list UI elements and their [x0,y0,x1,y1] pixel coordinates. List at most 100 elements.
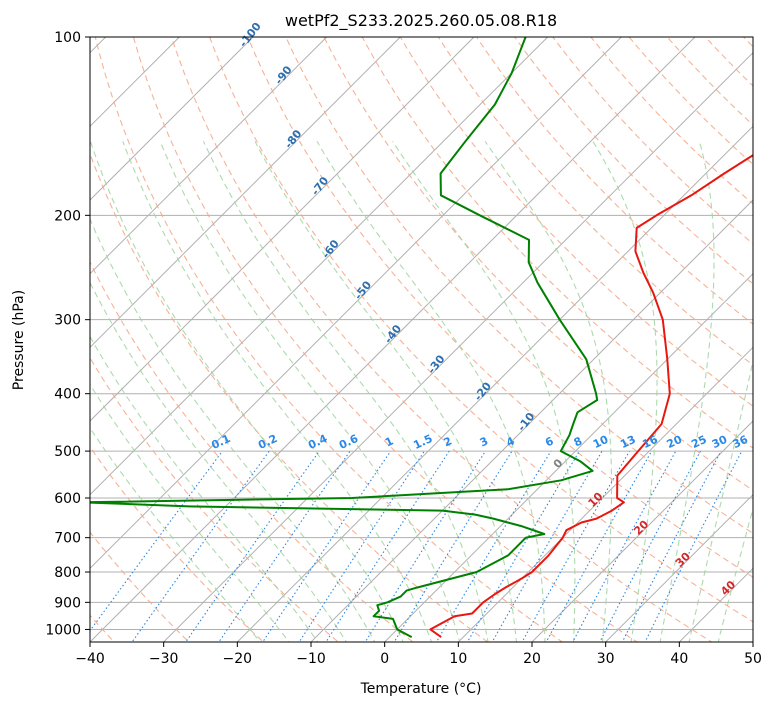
x-tick-label: 10 [449,651,467,667]
x-tick-label: 0 [380,651,389,667]
dry-adiabat-label: -70 [309,174,332,198]
mixing-ratio-line [393,450,513,642]
moist-adiabat-line [159,141,461,642]
temperature-profile-line [429,153,753,638]
mixing-ratio-label: 10 [591,433,611,451]
dry-adiabat-label: -90 [272,63,295,87]
chart-title: wetPf2_S233.2025.260.05.08.R18 [285,11,557,31]
y-tick-label: 300 [54,313,81,329]
moist-adiabat-line [90,281,347,642]
dry-adiabat-line [755,10,775,654]
isotherm-line [605,493,753,642]
dry-adiabat-line [285,37,753,535]
moist-adiabat-line [254,141,518,642]
dry-adiabat-line [323,37,753,492]
axis-ticks: −40 −30 −20 −10 0 10 20 30 40 50 1000 900 800 700 600 5… [45,30,762,667]
x-tick-label: 50 [744,651,762,667]
dry-adiabat-label: -50 [352,278,375,302]
mixing-ratio-label: 30 [710,433,730,451]
mixing-ratio-label: 25 [689,433,708,451]
mixing-ratio-line [262,450,392,642]
mixing-ratio-line [621,450,722,642]
dry-adiabat-line [170,37,713,642]
isotherm-line [90,37,696,642]
y-tick-label: 900 [54,595,81,611]
mixing-ratio-label: 3 [478,434,490,449]
mixing-ratio-line [644,450,743,642]
isotherm-line [90,37,549,496]
dry-adiabat-label: -20 [472,379,495,403]
mixing-ratio-line [572,450,677,642]
dry-adiabat-label: -30 [425,352,448,376]
x-axis-label: Temperature (°C) [360,681,482,697]
mixing-ratio-label: 8 [572,434,584,449]
isotherm-line [90,37,475,422]
mixing-ratio-label: 6 [543,434,556,449]
x-tick-label: −40 [75,651,105,667]
mixing-ratio-label: 20 [665,433,685,451]
isotherm-line [310,199,753,642]
mixing-ratio-line [466,450,580,642]
isotherm-line [90,37,328,275]
dry-adiabat-line [361,37,753,449]
moist-adiabat-label: 10 [586,490,606,510]
dry-adiabat-line [742,37,753,48]
plot-frame [89,36,754,643]
isotherm-line [90,37,401,349]
isotherm-line [752,641,753,642]
mixing-ratio-line [435,450,552,642]
x-tick-label: 40 [670,651,688,667]
isotherm-line [90,37,622,570]
background-lines [90,10,775,654]
moist-adiabat-line [484,140,613,642]
y-tick-label: 600 [54,491,81,507]
mixing-ratio-label: 0.4 [306,432,329,452]
dry-adiabat-line [399,37,753,407]
moist-adiabat-label: 40 [718,578,738,598]
mixing-ratio-line [298,450,425,642]
y-axis-label: Pressure (hPa) [11,290,27,390]
moist-adiabat-line [90,217,376,642]
line-labels: -100-90-80-70-60-50-40-30-20-100.1 0.2 0.4… [209,20,750,598]
isotherm-line [531,420,753,642]
dry-adiabat-line [90,152,489,642]
dry-adiabat-label: -10 [515,410,538,434]
dry-adiabat-line [90,260,414,642]
y-tick-label: 500 [54,444,81,460]
mixing-ratio-label: 36 [731,433,751,451]
isotherm-line [236,125,753,642]
x-tick-label: −20 [223,651,253,667]
y-tick-label: 1000 [45,622,81,638]
dry-adiabat-line [437,37,753,366]
y-tick-label: 700 [54,531,81,547]
dry-adiabat-label: -80 [282,127,305,151]
moist-adiabat-label: 30 [673,549,693,569]
dewpoint-profile-line [90,37,599,638]
dry-adiabat-label: -100 [237,20,264,50]
mixing-ratio-label: 2 [442,434,454,449]
moist-adiabat-label: 20 [631,517,651,537]
y-tick-label: 100 [54,30,81,46]
dry-adiabat-line [132,37,639,642]
mixing-ratio-label: 13 [618,433,637,451]
moist-adiabat-line [203,141,489,642]
mixing-ratio-line [599,450,701,642]
y-tick-label: 200 [54,208,81,224]
profiles [90,37,753,638]
x-tick-label: 20 [523,651,541,667]
mixing-ratio-line [325,450,450,642]
dry-adiabat-label: -40 [382,322,405,346]
moist-adiabat-line [122,141,432,642]
mixing-ratio-line [364,450,486,642]
isotherm-line [90,37,254,201]
moist-adiabat-line [90,426,261,642]
moist-adiabat-line [688,358,753,642]
y-tick-label: 800 [54,565,81,581]
moist-adiabat-line [90,141,404,642]
moist-adiabat-line [316,141,546,642]
moist-adiabat-line [90,335,319,642]
dry-adiabat-line [475,37,753,325]
mixing-ratio-line [491,450,603,642]
mixing-ratio-label: 16 [640,433,660,451]
